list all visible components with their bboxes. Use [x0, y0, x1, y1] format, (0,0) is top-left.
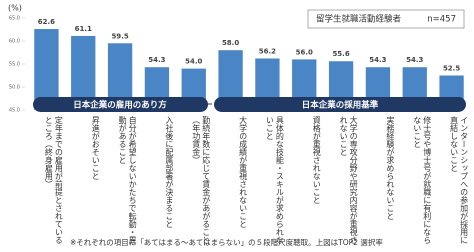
x-tick-label: 昇進がおそいこと	[91, 116, 101, 180]
banner	[33, 97, 208, 112]
banner	[214, 97, 466, 112]
value-label: 54.3	[406, 56, 423, 64]
x-tick-label: 実務経験が求められないこと	[385, 116, 395, 220]
y-tick-label: 50.0	[9, 85, 20, 91]
value-label: 61.1	[75, 25, 92, 33]
sample-size: n=457	[427, 15, 456, 25]
legend-label: 留学生就職活動経験者	[316, 14, 402, 25]
value-label: 56.0	[296, 48, 313, 56]
x-tick-label: 勤続年数に応じて賃金があがること（年功賃金）	[191, 116, 211, 244]
x-tick-label: 自分が希望しないかたちで転勤・異動があること	[118, 116, 138, 244]
x-tick-label: 入社後に配属部署が決まること	[164, 116, 174, 228]
value-label: 54.0	[185, 58, 202, 66]
x-tick-label: インターンシップへの参加が採用に直結しないこと	[449, 116, 469, 244]
x-tick-label: 定年までの雇用が前提とされているところ（終身雇用）	[44, 116, 64, 244]
value-label: 62.6	[38, 18, 55, 26]
y-tick-label: 65.0	[9, 16, 20, 22]
value-label: 58.0	[222, 39, 239, 47]
value-label: 54.3	[369, 56, 386, 64]
y-tick-label: 45.0	[9, 108, 20, 114]
footnote: ※それぞれの項目に「あてはまる～あてはまらない」の５段階尺度聴取。上図はTOP2…	[70, 238, 383, 247]
x-tick-label: 資格が重視されないこと	[312, 116, 322, 204]
value-label: 55.6	[332, 50, 349, 58]
y-axis-label: (%)	[8, 4, 22, 13]
value-label: 54.3	[148, 56, 165, 64]
value-label: 52.5	[443, 65, 460, 73]
x-tick-label: 大学の成績が重視されないこと	[238, 116, 248, 228]
legend-box	[307, 9, 465, 29]
x-tick-label: 具体的な技能・スキルが求められないこと	[265, 116, 285, 244]
x-tick-label: 修士号や博士号が就職に有利にならないこと	[412, 116, 432, 244]
y-tick-label: 60.0	[9, 39, 20, 45]
value-label: 56.2	[259, 47, 276, 55]
banner-label: 日本企業の採用基準	[302, 100, 379, 111]
x-tick-label: 大学の専攻分野や研究内容が重視されないこと	[339, 116, 359, 244]
y-tick-label: 55.0	[9, 62, 20, 68]
bar	[34, 29, 59, 110]
value-label: 59.5	[111, 32, 128, 40]
banner-label: 日本企業の雇用のあり方	[73, 100, 167, 111]
